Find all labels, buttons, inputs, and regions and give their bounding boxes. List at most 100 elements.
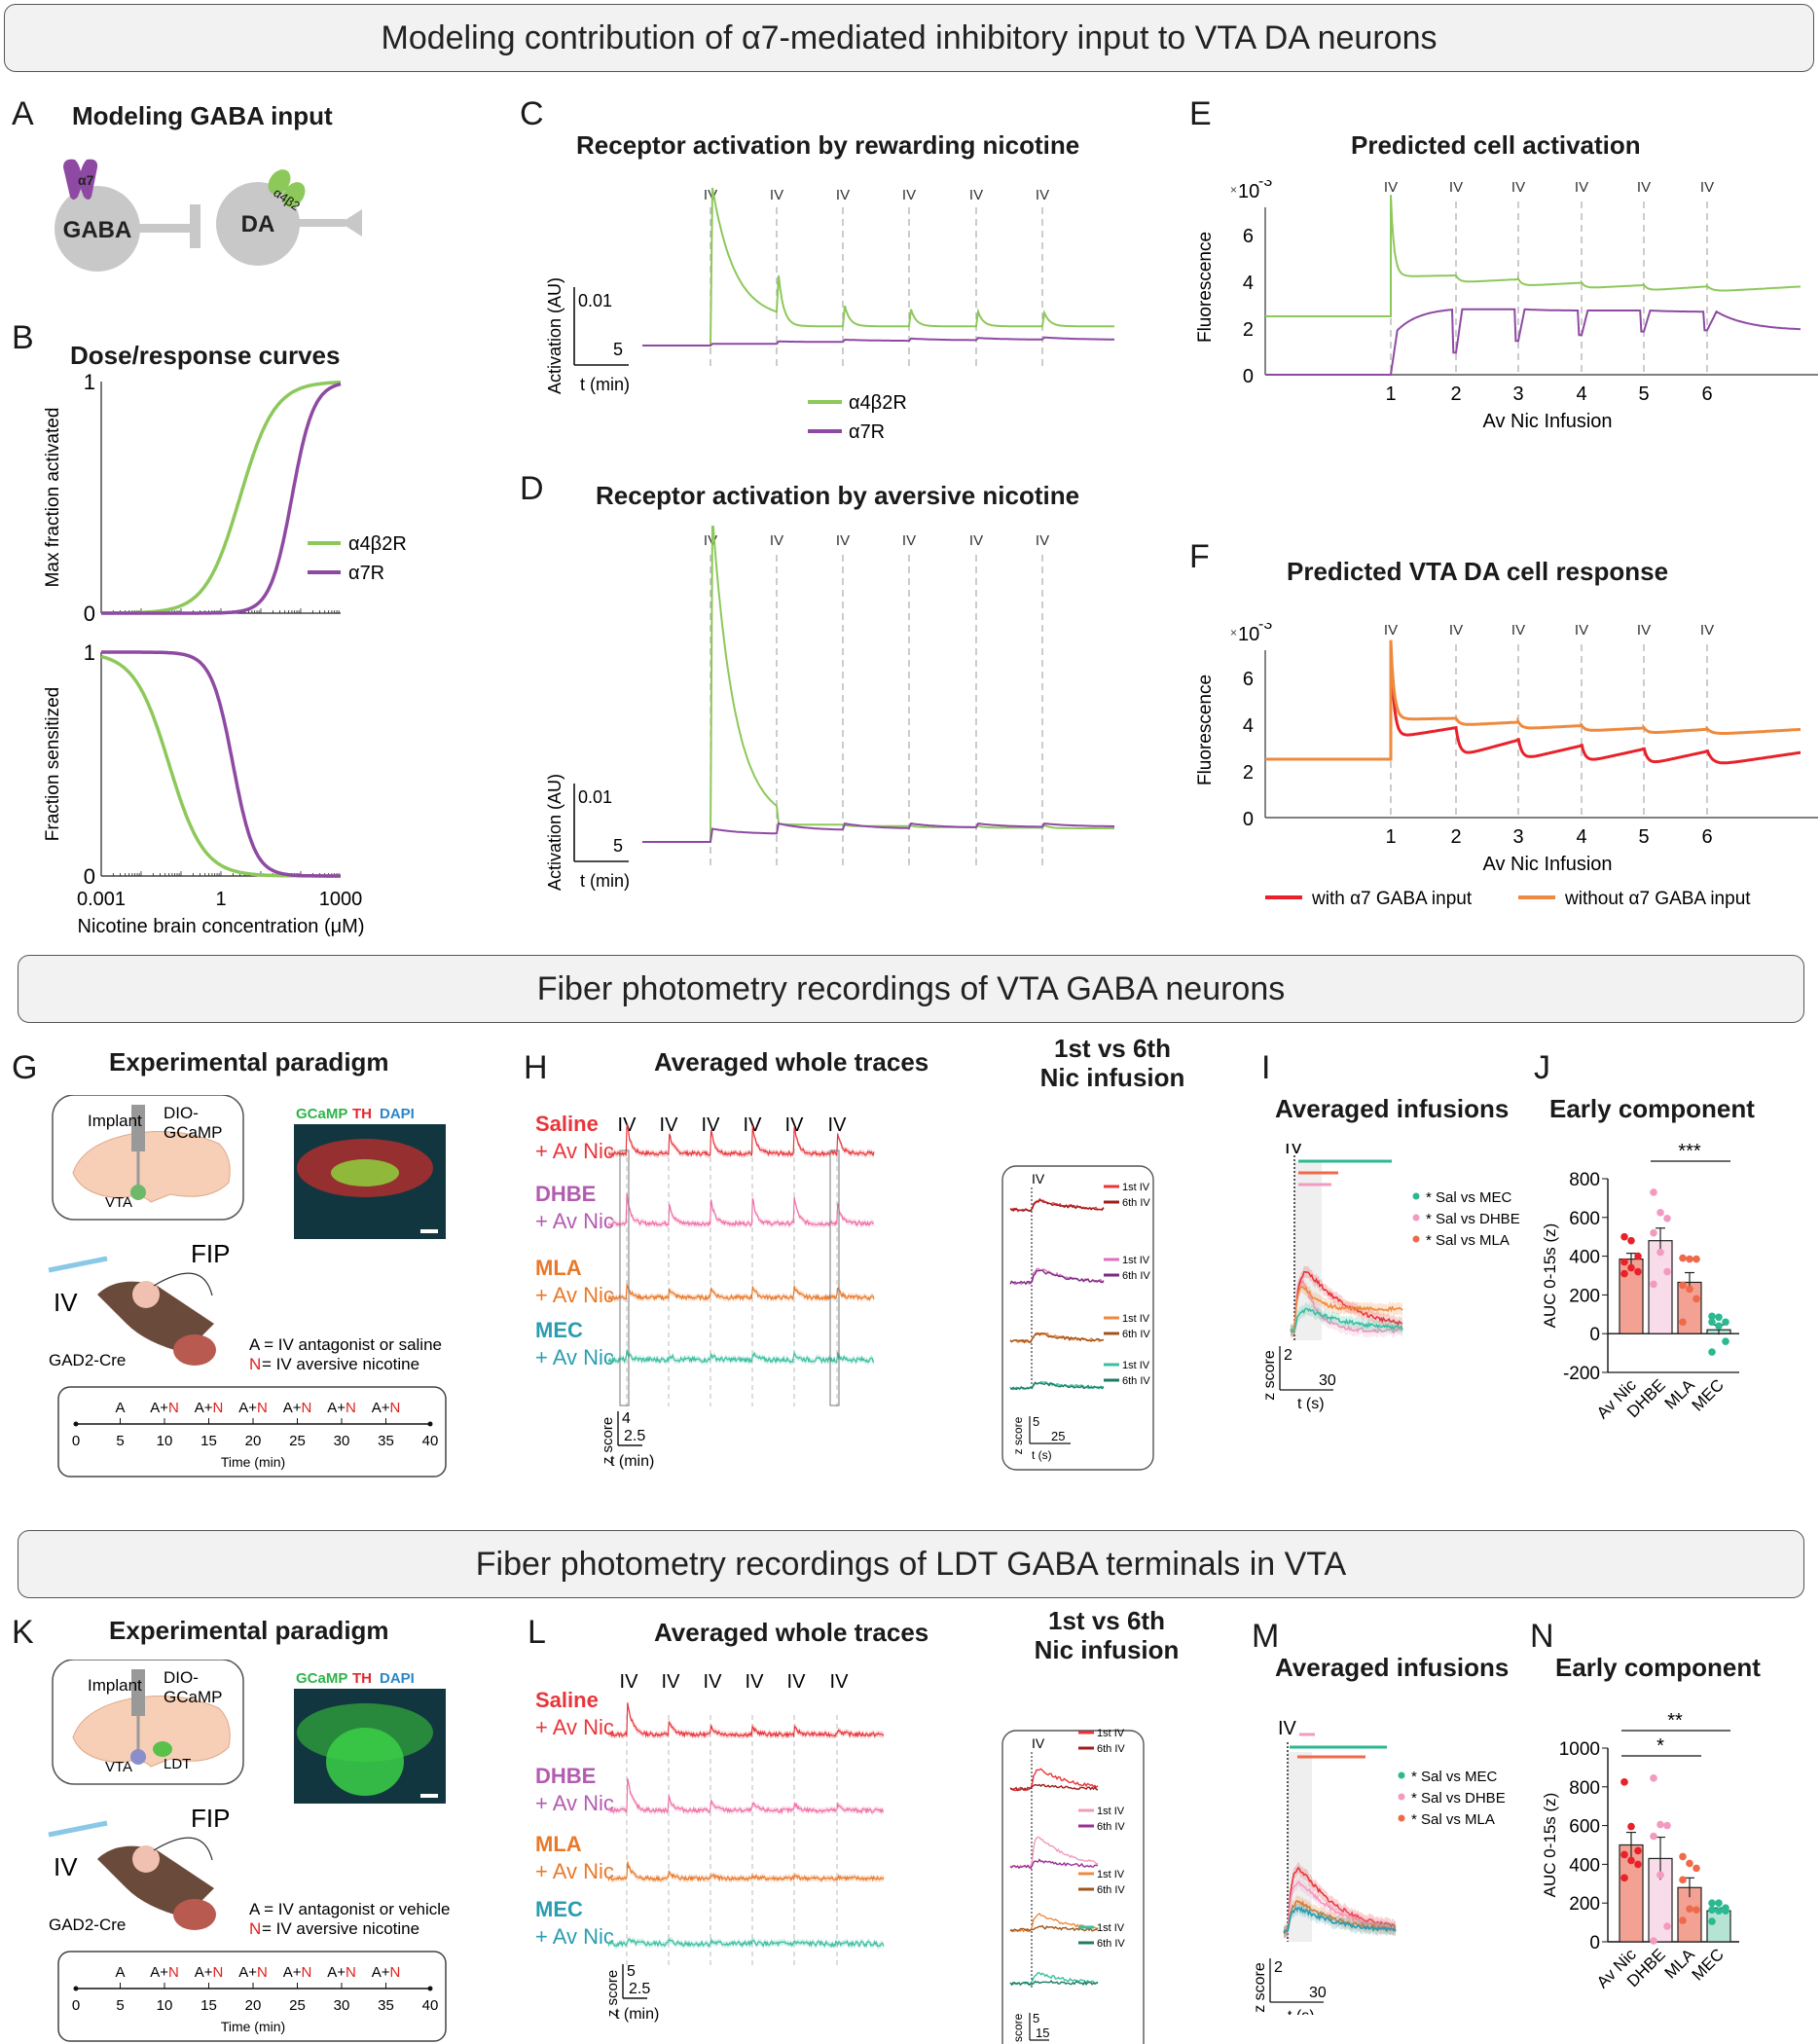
inset-legend-label: 6th IV bbox=[1097, 1821, 1125, 1833]
timeline-event: A bbox=[115, 1964, 125, 1981]
panel-letter-f: F bbox=[1189, 538, 1210, 575]
data-point bbox=[1663, 1922, 1671, 1930]
data-point bbox=[1620, 1874, 1628, 1882]
series-line-a7r bbox=[642, 821, 1114, 843]
y-tick-label: 600 bbox=[1569, 1209, 1600, 1229]
section-header-ldt-gaba: Fiber photometry recordings of LDT GABA … bbox=[18, 1530, 1804, 1598]
data-point bbox=[1715, 1313, 1723, 1322]
x-tick-label: 2 bbox=[1450, 826, 1461, 848]
inset-iv-label: IV bbox=[1032, 1171, 1045, 1186]
trace-line bbox=[1283, 1866, 1397, 1935]
section-header-modeling: Modeling contribution of α7-mediated inh… bbox=[4, 4, 1814, 72]
trace-sem-band bbox=[608, 1699, 884, 1739]
histology-signal bbox=[326, 1728, 404, 1796]
legend-label: * Sal vs MEC bbox=[1426, 1189, 1512, 1206]
y-scale-exponent: 10 bbox=[1238, 181, 1259, 202]
fiber-cable-icon bbox=[153, 1837, 213, 1861]
syringe-icon bbox=[48, 1256, 108, 1273]
x-tick-label: 2 bbox=[1450, 383, 1461, 405]
legend-label: α7R bbox=[348, 563, 384, 584]
data-point bbox=[1722, 1907, 1729, 1915]
iv-label: IV bbox=[1449, 180, 1463, 196]
data-point bbox=[1656, 1820, 1664, 1829]
y-axis-label: Max fraction activated bbox=[43, 408, 63, 588]
y-tick-label: 0 bbox=[1589, 1325, 1600, 1345]
timeline-tick-label: 15 bbox=[200, 1997, 217, 2014]
timeline-event: A+N bbox=[327, 1400, 356, 1416]
ldt-marker-icon bbox=[153, 1741, 172, 1757]
timeline-event: A+N bbox=[150, 1400, 179, 1416]
implant-label: Implant bbox=[88, 1676, 142, 1695]
iv-label: IV bbox=[770, 532, 783, 549]
timeline-event: A+N bbox=[283, 1400, 312, 1416]
sem-band bbox=[1291, 1280, 1402, 1338]
inset-legend-label: 1st IV bbox=[1122, 1360, 1150, 1371]
mouse-line-label: GAD2-Cre bbox=[49, 1351, 126, 1369]
a4b2-receptor-icon bbox=[268, 169, 306, 207]
y-scale-exponent-power: -3 bbox=[1258, 623, 1272, 633]
group-sub-label: + Av Nic bbox=[535, 1345, 614, 1369]
data-point bbox=[1708, 1318, 1716, 1327]
scale-x-label: 2.5 bbox=[624, 1428, 645, 1444]
y-axis-label: z score bbox=[604, 1970, 621, 2017]
scale-x-label: 5 bbox=[613, 340, 623, 359]
timeline-tick-label: 5 bbox=[116, 1433, 124, 1449]
y-tick-label: 800 bbox=[1569, 1170, 1600, 1190]
x-tick-label: 4 bbox=[1576, 383, 1586, 405]
timeline-tick-label: 35 bbox=[378, 1433, 394, 1449]
trace-line bbox=[607, 1861, 885, 1882]
series-line bbox=[1265, 195, 1802, 317]
iv-label: IV bbox=[746, 1671, 765, 1693]
data-point bbox=[1650, 1280, 1657, 1289]
iv-label: IV bbox=[54, 1288, 78, 1317]
timeline-tick-label: 35 bbox=[378, 1997, 394, 2014]
series-line bbox=[1265, 308, 1802, 376]
trace-line bbox=[1290, 1307, 1403, 1333]
data-point bbox=[1656, 1248, 1664, 1257]
group-name-dhbe: DHBE bbox=[535, 1182, 596, 1206]
a7-receptor-icon bbox=[63, 159, 98, 200]
iv-label: IV bbox=[787, 1671, 807, 1693]
y-tick-label: -200 bbox=[1563, 1364, 1600, 1384]
y-axis-label: Activation (AU) bbox=[545, 774, 564, 891]
trace-line bbox=[1283, 1880, 1397, 1935]
trace-sem-band bbox=[608, 1121, 874, 1158]
da-neuron bbox=[216, 182, 362, 266]
implant-icon bbox=[131, 1105, 145, 1151]
timeline-tick-label: 40 bbox=[422, 1997, 439, 2014]
fip-label: FIP bbox=[191, 1239, 230, 1268]
timeline-event: A+N bbox=[372, 1964, 401, 1981]
scale-y-label: 0.01 bbox=[578, 787, 612, 807]
mouse-icon bbox=[97, 1845, 214, 1917]
iv-label: IV bbox=[702, 1114, 721, 1136]
inset-x-label: t (s) bbox=[1032, 1448, 1052, 1462]
iv-label: IV bbox=[620, 1671, 639, 1693]
x-tick-label: 3 bbox=[1512, 383, 1523, 405]
y-tick-label: 0 bbox=[1243, 366, 1254, 387]
y-axis-label: Fraction sensitized bbox=[43, 687, 63, 841]
panel-c-title: Receptor activation by rewarding nicotin… bbox=[576, 130, 1080, 160]
predicted-vta-da-chart: × 10-3 0 2 4 6 Fluorescence 1 IV 2 IV 3 IV 4 IV 5 IV 6 IV A… bbox=[1195, 623, 1818, 909]
inset-legend-label: 6th IV bbox=[1097, 1938, 1125, 1950]
iv-label: IV bbox=[1449, 623, 1463, 639]
inset-legend-label: 6th IV bbox=[1122, 1197, 1150, 1209]
x-tick-label: 1 bbox=[1385, 826, 1396, 848]
trace-sem-band bbox=[608, 1282, 874, 1302]
timeline-tick-label: 25 bbox=[289, 1433, 306, 1449]
legend-dot bbox=[1412, 1192, 1420, 1200]
timeline-event: A+N bbox=[238, 1964, 268, 1981]
timeline-end bbox=[427, 1986, 433, 1991]
mouse-body-icon bbox=[173, 1899, 216, 1930]
series-line-a7r bbox=[101, 382, 342, 615]
panel-n-title: Early component bbox=[1555, 1653, 1761, 1682]
inset-trace bbox=[1009, 1783, 1099, 1792]
y-axis-label: Fluorescence bbox=[1195, 232, 1216, 343]
inset-trace bbox=[1010, 1858, 1099, 1870]
da-label: DA bbox=[241, 211, 275, 237]
iv-label: IV bbox=[662, 1671, 681, 1693]
panel-letter-a: A bbox=[12, 95, 34, 132]
inset-trace bbox=[1009, 1381, 1105, 1391]
